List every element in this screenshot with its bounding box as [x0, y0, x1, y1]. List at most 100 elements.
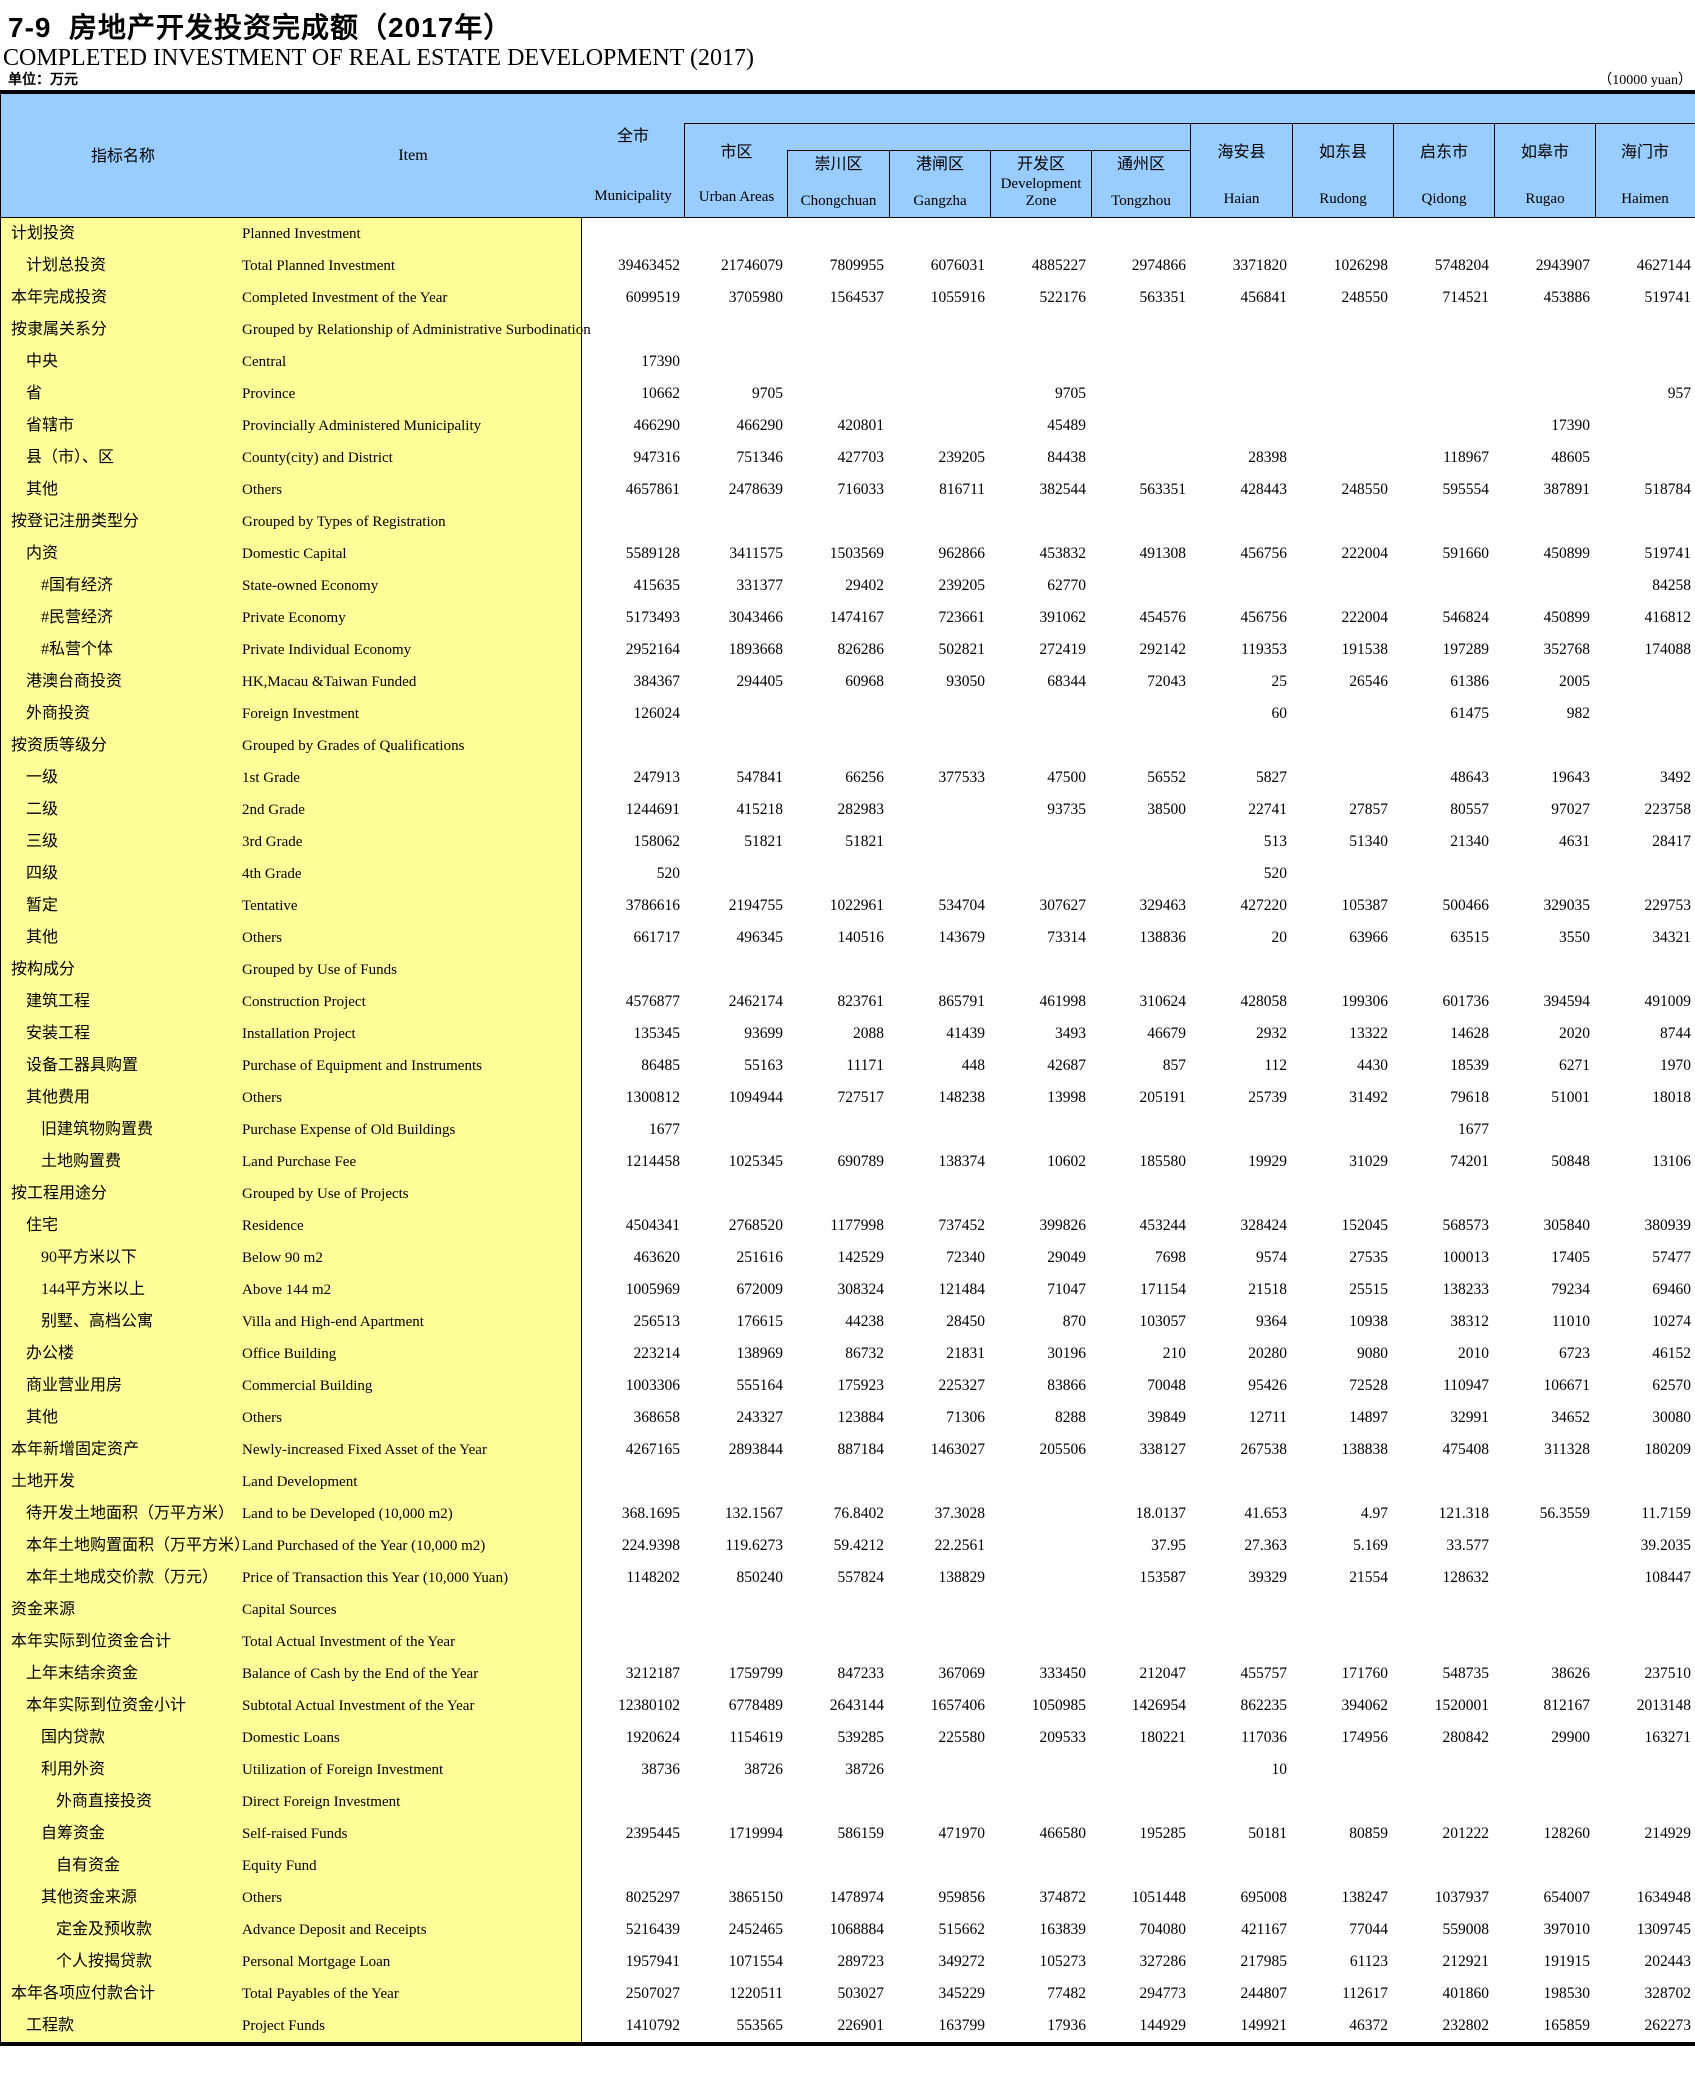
data-cell: 61123 — [1349, 1953, 1388, 1970]
data-cell — [989, 506, 1090, 538]
data-cell: 128260 — [1543, 1825, 1591, 1842]
row-label-zh: 按工程用途分 — [11, 1185, 108, 1202]
col-header-rudong: 如东县 Rudong — [1292, 124, 1393, 217]
data-cell: 223758 — [1644, 801, 1692, 818]
row-label-en: Total Payables of the Year — [242, 1986, 399, 2002]
data-cell: 79618 — [1450, 1089, 1489, 1106]
data-cell: 520 — [656, 865, 680, 882]
data-cell: 225327 — [938, 1377, 986, 1394]
data-cell — [1493, 346, 1594, 378]
data-cell: 475408 — [1442, 1441, 1490, 1458]
col-header-zh: 如东县 — [1318, 144, 1367, 161]
data-cell: 947316 — [633, 449, 681, 466]
data-cell: 1410792 — [625, 2017, 680, 2034]
data-cell: 394062 — [1341, 1697, 1389, 1714]
row-label-en: Others — [242, 1890, 282, 1906]
data-cell: 723661 — [938, 609, 986, 626]
table-row: 港澳台商投资 HK,Macau &Taiwan Funded 384367 29440… — [1, 666, 1695, 698]
row-label-zh: 港澳台商投资 — [26, 673, 123, 690]
data-cell: 217985 — [1240, 1953, 1288, 1970]
data-cell: 10662 — [641, 385, 680, 402]
data-cell: 2395445 — [625, 1825, 680, 1842]
row-label-zh: 外商投资 — [26, 705, 91, 722]
data-cell: 180221 — [1139, 1729, 1187, 1746]
row-label: #民营经济 Private Economy — [1, 602, 582, 634]
row-label: 按登记注册类型分 Grouped by Types of Registration — [1, 506, 582, 538]
data-cell: 198530 — [1543, 1985, 1591, 2002]
col-header-haimen: 海门市 Haimen — [1595, 124, 1694, 217]
data-cell: 41439 — [946, 1025, 985, 1042]
data-cell — [1392, 858, 1493, 890]
table-row: #国有经济 State-owned Economy 415635 331377 2940… — [1, 570, 1695, 602]
data-cell — [888, 218, 989, 250]
row-label-en: Land Purchased of the Year (10,000 m2) — [242, 1538, 486, 1554]
data-cell: 503027 — [837, 1985, 885, 2002]
table-row: 上年末结余资金 Balance of Cash by the End of the… — [1, 1658, 1695, 1690]
table-row: 按构成分 Grouped by Use of Funds — [1, 954, 1695, 986]
row-label-zh: 待开发土地面积（万平方米） — [26, 1505, 235, 1522]
data-cell: 229753 — [1644, 897, 1692, 914]
data-cell: 548735 — [1442, 1665, 1490, 1682]
data-cell: 84438 — [1047, 449, 1086, 466]
data-cell — [684, 698, 787, 730]
data-cell: 247913 — [633, 769, 681, 786]
data-cell: 42687 — [1047, 1057, 1086, 1074]
data-cell: 138247 — [1341, 1889, 1389, 1906]
data-cell: 153587 — [1139, 1569, 1187, 1586]
row-label-zh: 土地购置费 — [41, 1153, 122, 1170]
row-label: 本年完成投资 Completed Investment of the Year — [1, 282, 582, 314]
data-cell — [1594, 1850, 1695, 1882]
data-cell: 47500 — [1047, 769, 1086, 786]
table-row: 商业营业用房 Commercial Building 1003306 555164 17… — [1, 1370, 1695, 1402]
data-cell — [1493, 1562, 1594, 1594]
row-label-en: Installation Project — [242, 1026, 356, 1042]
data-cell: 4885227 — [1031, 257, 1086, 274]
data-cell: 454576 — [1139, 609, 1187, 626]
data-cell: 7698 — [1155, 1249, 1186, 1266]
row-label-en: Domestic Loans — [242, 1730, 340, 1746]
data-cell: 466290 — [633, 417, 681, 434]
row-label: 港澳台商投资 HK,Macau &Taiwan Funded — [1, 666, 582, 698]
data-cell: 374872 — [1039, 1889, 1087, 1906]
data-cell: 174088 — [1644, 641, 1692, 658]
row-label: 资金来源 Capital Sources — [1, 1594, 582, 1626]
data-cell: 12380102 — [618, 1697, 680, 1714]
data-cell — [1594, 218, 1695, 250]
data-cell — [1392, 346, 1493, 378]
data-cell — [1090, 570, 1190, 602]
row-label-en: Province — [242, 386, 296, 402]
data-cell: 327286 — [1139, 1953, 1187, 1970]
data-cell: 500466 — [1442, 897, 1490, 914]
row-label-en: Villa and High-end Apartment — [242, 1314, 424, 1330]
data-cell — [582, 506, 684, 538]
row-label-zh: 其他 — [26, 929, 59, 946]
data-cell: 982 — [1566, 705, 1590, 722]
data-cell: 3550 — [1559, 929, 1590, 946]
table-row: 其他资金来源 Others 8025297 3865150 1478974 959856 3… — [1, 1882, 1695, 1914]
data-cell: 727517 — [837, 1089, 885, 1106]
data-cell — [1190, 378, 1291, 410]
data-cell: 46152 — [1652, 1345, 1691, 1362]
data-cell: 61475 — [1450, 705, 1489, 722]
data-cell: 71306 — [946, 1409, 985, 1426]
data-cell: 368658 — [633, 1409, 681, 1426]
data-cell — [1291, 314, 1392, 346]
row-label-zh: 计划总投资 — [26, 257, 107, 274]
data-cell: 559008 — [1442, 1921, 1490, 1938]
data-cell — [989, 1466, 1090, 1498]
row-label: 建筑工程 Construction Project — [1, 986, 582, 1018]
data-cell: 751346 — [736, 449, 784, 466]
data-cell: 1055916 — [930, 289, 985, 306]
data-cell: 5589128 — [625, 545, 680, 562]
data-cell: 1503569 — [829, 545, 884, 562]
data-cell — [888, 1850, 989, 1882]
data-cell: 27857 — [1349, 801, 1388, 818]
data-cell — [1594, 1178, 1695, 1210]
table-row: 按隶属关系分 Grouped by Relationship of Adminis… — [1, 314, 1695, 346]
data-cell — [989, 1178, 1090, 1210]
data-cell: 149921 — [1240, 2017, 1288, 2034]
data-cell — [1594, 506, 1695, 538]
table-row: 省 Province 10662 9705 9705 957 — [1, 378, 1695, 410]
data-cell — [1090, 314, 1190, 346]
data-cell — [1190, 954, 1291, 986]
